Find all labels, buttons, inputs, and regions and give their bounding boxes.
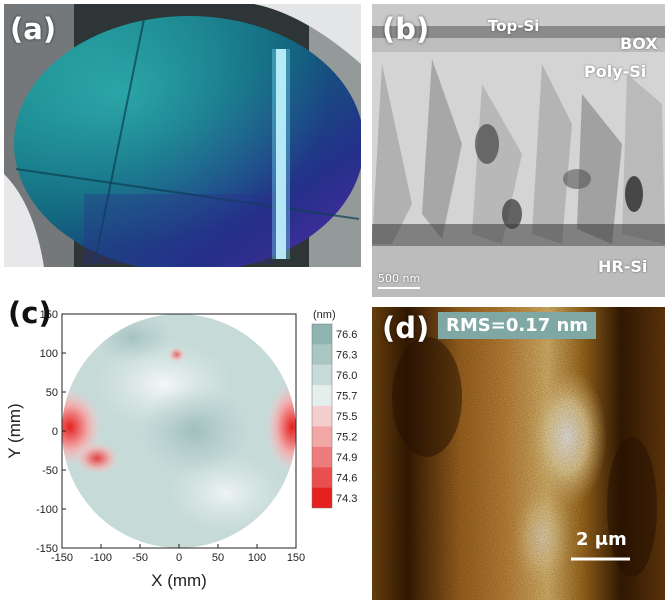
hr-si-label: HR-Si: [598, 257, 648, 276]
panel-b-tem-image: (b) Top-Si BOX Poly-Si HR-Si 500 nm: [372, 4, 665, 297]
x-tick-label: 0: [176, 552, 182, 564]
x-tick-label: -100: [90, 552, 112, 564]
colorbar-swatch: [312, 405, 332, 427]
panel-b-label: (b): [382, 12, 430, 46]
colorbar-swatch: [312, 364, 332, 386]
wafer-photo-illustration: [4, 4, 361, 267]
top-si-label: Top-Si: [488, 17, 540, 35]
panel-d-label: (d): [382, 311, 430, 345]
tem-scale-bar-label: 500 nm: [378, 272, 421, 285]
x-tick-label: 150: [287, 552, 305, 564]
tem-illustration: [372, 4, 665, 297]
y-tick-label: -150: [36, 543, 58, 555]
x-tick-label: 100: [248, 552, 266, 564]
edge-thin-left-lobe: [75, 442, 120, 475]
y-axis-label: Y (mm): [5, 403, 24, 458]
colorbar-unit: (nm): [313, 309, 336, 321]
colorbar-level-label: 74.3: [336, 493, 357, 505]
colorbar-frame: [311, 323, 333, 509]
afm-illustration: [372, 307, 665, 600]
panel-c-thickness-map: -150 -100 -50 0 50 100 150 150 100 50 0 -50 -100 -150…: [0, 300, 370, 604]
x-tick-label: -150: [51, 552, 73, 564]
colorbar-level-label: 76.6: [336, 329, 357, 341]
colorbar-swatch: [312, 344, 332, 365]
y-tick-label: 150: [40, 309, 58, 321]
panel-a-wafer-photo: (a): [4, 4, 361, 267]
panel-c-label: (c): [8, 300, 52, 330]
glove-left: [4, 174, 44, 267]
panel-a-label: (a): [10, 12, 57, 46]
colorbar-level-label: 76.0: [336, 370, 357, 382]
colorbar-swatch: [312, 324, 332, 345]
colorbar-swatch: [312, 385, 332, 406]
hr-si-layer: [372, 246, 665, 297]
x-tick-label: 50: [212, 552, 224, 564]
box-layer: [372, 38, 665, 52]
colorbar-level-label: 75.2: [336, 431, 357, 443]
cool-region: [92, 314, 173, 363]
spot-top: [167, 346, 186, 363]
top-si-layer: [372, 26, 665, 38]
colorbar-level-label: 75.5: [336, 411, 357, 423]
y-tick-label: 0: [52, 426, 58, 438]
cool-region: [139, 386, 250, 476]
poly-si-label: Poly-Si: [584, 62, 647, 81]
glove-right: [254, 4, 361, 64]
colorbar-level-label: 76.3: [336, 350, 357, 362]
panel-d-afm-image: (d) RMS=0.17 nm 2 μm: [372, 307, 665, 600]
wafer-map: [62, 314, 296, 548]
light-reflection: [276, 49, 286, 259]
colorbar-swatch: [312, 426, 332, 447]
y-tick-label: 100: [40, 348, 58, 360]
colorbar-level-label: 74.9: [336, 452, 357, 464]
y-tick-label: -50: [42, 465, 58, 477]
y-tick-label: 50: [46, 387, 58, 399]
edge-thin-right: [266, 382, 296, 473]
colorbar-swatch: [312, 446, 332, 468]
thickness-map-chart: -150 -100 -50 0 50 100 150 150 100 50 0 -50 -100 -150…: [5, 309, 357, 590]
x-tick-label: -50: [132, 552, 148, 564]
colorbar-level-label: 75.7: [336, 391, 357, 403]
y-tick-label: -100: [36, 504, 58, 516]
colorbar-swatch: [312, 467, 332, 488]
colorbar-level-label: 74.6: [336, 472, 357, 484]
x-axis-label: X (mm): [151, 571, 207, 590]
rms-badge: RMS=0.17 nm: [438, 312, 597, 339]
box-label: BOX: [620, 34, 658, 53]
colorbar-swatch: [312, 487, 332, 508]
afm-scale-bar-label: 2 μm: [576, 529, 627, 550]
